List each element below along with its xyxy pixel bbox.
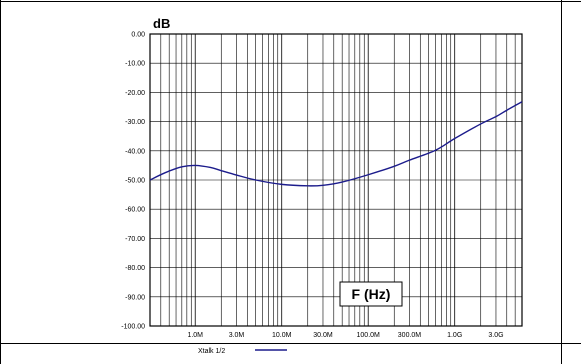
x-tick-label: 1.0M [187,332,203,339]
x-axis-label: F (Hz) [352,286,391,302]
y-tick-label: -10.00 [125,61,145,68]
y-tick-label: 0.00 [131,32,145,39]
y-axis-ticks: 0.00 -10.00 -20.00 -30.00 -40.00 -50.00 -60.00… [121,32,145,331]
series-line-xtalk-1-2 [149,101,523,187]
y-tick-label: -60.00 [125,207,145,214]
x-tick-label: 10.0M [272,332,292,339]
legend-label-xtalk-1-2: Xtalk 1/2 [198,348,225,355]
y-tick-label: -50.00 [125,178,145,185]
x-tick-label: 3.0G [488,332,503,339]
x-tick-label: 3.0M [229,332,245,339]
y-tick-label: -20.00 [125,90,145,97]
x-axis-label-box [339,281,403,307]
x-axis-ticks: 1.0M 3.0M 10.0M 30.0M 100.0M 300.0M 1.0G 3.0G [187,332,503,339]
y-tick-label: -80.00 [125,265,145,272]
y-axis-label: dB [153,16,170,31]
x-tick-label: 300.0M [398,332,422,339]
y-tick-label: -30.00 [125,119,145,126]
x-tick-label: 1.0G [447,332,462,339]
x-tick-label: 30.0M [313,332,333,339]
x-tick-label: 100.0M [357,332,381,339]
y-tick-label: -90.00 [125,294,145,301]
y-tick-label: -70.00 [125,236,145,243]
y-tick-label: -40.00 [125,148,145,155]
y-tick-label: -100.00 [121,324,145,331]
grid [150,33,522,327]
